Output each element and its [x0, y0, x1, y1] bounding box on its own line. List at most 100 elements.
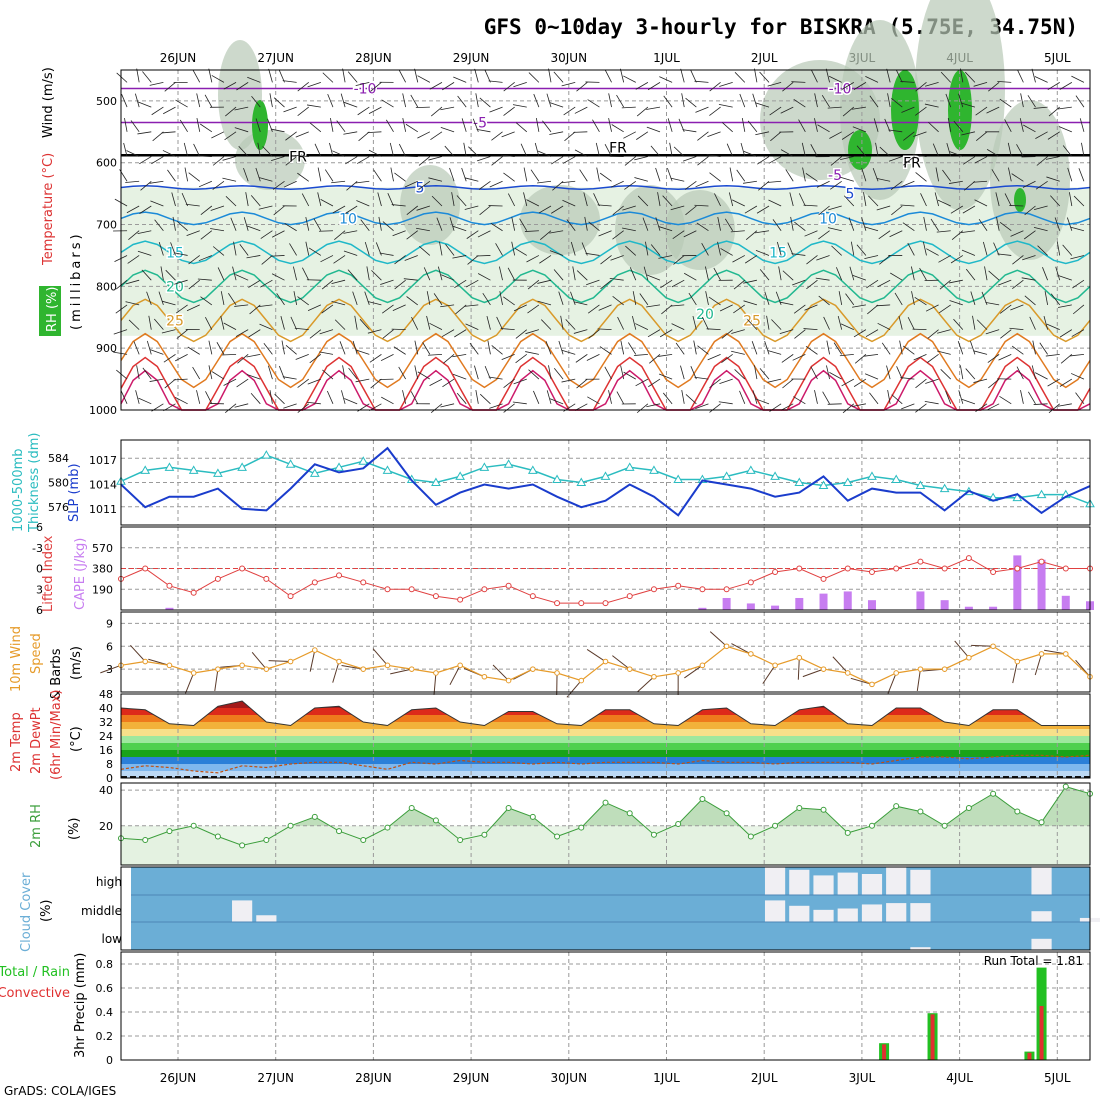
- wind-barb: [701, 243, 709, 256]
- wind-barb: [806, 255, 818, 265]
- wind-barb: [623, 131, 636, 139]
- wind-barb: [1071, 75, 1085, 83]
- wind-barb: [991, 169, 1000, 182]
- lifted-index-point: [166, 582, 173, 589]
- wind-barb: [755, 398, 770, 405]
- wind-barb: [754, 365, 758, 380]
- wind-barb: [1024, 295, 1036, 306]
- wind-barb: [523, 192, 528, 207]
- wind-barb: [488, 376, 503, 380]
- wind-barb: [248, 279, 261, 288]
- wind-barb: [367, 301, 382, 306]
- wind-barb: [822, 391, 830, 405]
- wind-barb: [624, 180, 637, 190]
- wind-barb: [856, 244, 867, 256]
- wind-barb: [793, 98, 806, 108]
- wind-barb: [120, 390, 128, 404]
- wind-barb: [489, 403, 503, 409]
- wind-barb: [697, 131, 709, 141]
- lifted-index-tick: -3: [32, 542, 43, 555]
- wind-barb: [454, 329, 467, 338]
- wind10-point: [869, 681, 875, 688]
- wind-barb: [620, 365, 625, 380]
- wind-barb: [171, 192, 176, 207]
- wind-barb: [975, 131, 988, 142]
- label-cloud-high: high: [96, 875, 122, 889]
- wind-barb: [827, 106, 842, 109]
- wind-barb: [744, 205, 758, 214]
- lifted-index-point: [675, 582, 682, 589]
- wind-barb: [965, 368, 976, 380]
- wind-barb: [322, 369, 334, 380]
- label-cloud-cover: Cloud Cover: [19, 872, 34, 952]
- lifted-index-point: [602, 600, 609, 607]
- wind-barb: [976, 319, 988, 330]
- wind-barb: [982, 241, 988, 256]
- wind-barb: [620, 340, 625, 355]
- wind-barb: [993, 242, 1000, 256]
- wind-barb: [217, 267, 225, 281]
- wind-barb: [1012, 279, 1024, 290]
- wind-barb: [511, 241, 516, 256]
- wind-barb: [694, 204, 709, 207]
- rh2m-point: [263, 837, 270, 844]
- lifted-index-point: [820, 575, 827, 582]
- pressure-tick: 600: [96, 157, 117, 170]
- isotherm-label: 15: [769, 245, 787, 261]
- temp-band: [121, 764, 1090, 771]
- wind-barb: [743, 279, 757, 284]
- rh2m-point: [747, 833, 754, 840]
- wind-barb: [693, 340, 697, 355]
- wind-barb: [1031, 365, 1036, 380]
- wind-barb: [632, 315, 637, 330]
- wind-barb: [551, 156, 564, 165]
- wind10-point: [384, 662, 391, 669]
- wind-barb: [566, 219, 576, 231]
- wind-barb: [683, 272, 697, 281]
- wind-barb: [562, 199, 576, 207]
- label-2m-temp: 2m Temp: [9, 712, 24, 772]
- day-label-bottom: 4JUL: [946, 1071, 973, 1085]
- thickness-point: [285, 459, 296, 468]
- wind-barb: [507, 267, 516, 281]
- wind-barb: [646, 274, 661, 281]
- thickness-point: [745, 465, 756, 474]
- day-label-top: 26JUN: [160, 51, 197, 65]
- wind-barb: [1047, 378, 1060, 387]
- wind-barb: [1057, 304, 1072, 308]
- wind-barb: [891, 205, 903, 216]
- rh2m-point: [457, 837, 464, 844]
- wind-barb: [1054, 217, 1061, 231]
- cape-bar: [819, 593, 828, 610]
- wind-barb: [140, 180, 152, 191]
- wind-barb: [706, 154, 721, 157]
- wind10-point: [1014, 658, 1021, 665]
- thickness-point: [164, 462, 175, 471]
- wind-barb: [382, 329, 394, 339]
- wind-barb: [685, 394, 697, 405]
- wind-barb: [690, 366, 697, 380]
- wind-barb: [359, 318, 370, 330]
- wind-barb: [622, 205, 636, 211]
- wind-barb: [721, 329, 733, 339]
- wind-barb: [999, 221, 1012, 232]
- wind-barb: [1012, 255, 1024, 265]
- wind-barb: [160, 266, 164, 281]
- wind-barb: [867, 304, 879, 315]
- wind-barb: [816, 255, 830, 261]
- wind-barb: [825, 68, 830, 83]
- wind-barb: [246, 353, 261, 358]
- isotherm-line: [120, 240, 1091, 265]
- wind-barb: [332, 205, 346, 214]
- wind-barb: [423, 267, 431, 281]
- wind-barb: [894, 292, 903, 306]
- wind-barb: [879, 255, 891, 265]
- precip-tick: 0.6: [96, 982, 114, 995]
- wind-barb: [150, 200, 164, 207]
- rh2m-point: [626, 810, 633, 817]
- isotherm-line: [120, 332, 1091, 389]
- wind-barb: [295, 131, 309, 138]
- wind-barb: [539, 255, 552, 264]
- wind-barb: [595, 142, 600, 157]
